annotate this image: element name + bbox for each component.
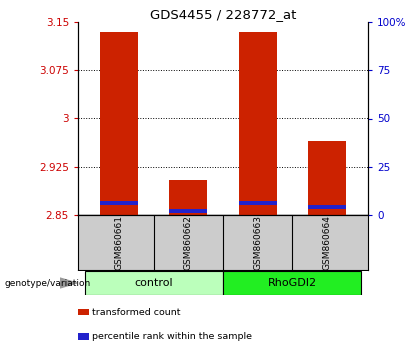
Bar bbox=[170, 209, 207, 213]
Text: GSM860663: GSM860663 bbox=[253, 215, 262, 270]
Polygon shape bbox=[60, 278, 77, 288]
Bar bbox=[170, 179, 207, 215]
Text: RhoGDI2: RhoGDI2 bbox=[268, 278, 317, 287]
Title: GDS4455 / 228772_at: GDS4455 / 228772_at bbox=[150, 8, 296, 21]
FancyBboxPatch shape bbox=[85, 272, 223, 295]
Bar bbox=[307, 141, 346, 215]
Bar bbox=[239, 32, 276, 215]
Text: percentile rank within the sample: percentile rank within the sample bbox=[92, 332, 252, 341]
Text: control: control bbox=[135, 278, 173, 287]
Text: transformed count: transformed count bbox=[92, 308, 181, 317]
Text: genotype/variation: genotype/variation bbox=[4, 279, 90, 287]
Bar bbox=[307, 205, 346, 209]
Bar bbox=[239, 201, 276, 205]
Bar bbox=[100, 201, 139, 205]
Text: GSM860662: GSM860662 bbox=[184, 215, 193, 270]
Bar bbox=[100, 32, 139, 215]
Text: GSM860664: GSM860664 bbox=[322, 215, 331, 270]
FancyBboxPatch shape bbox=[223, 272, 361, 295]
Text: GSM860661: GSM860661 bbox=[115, 215, 124, 270]
